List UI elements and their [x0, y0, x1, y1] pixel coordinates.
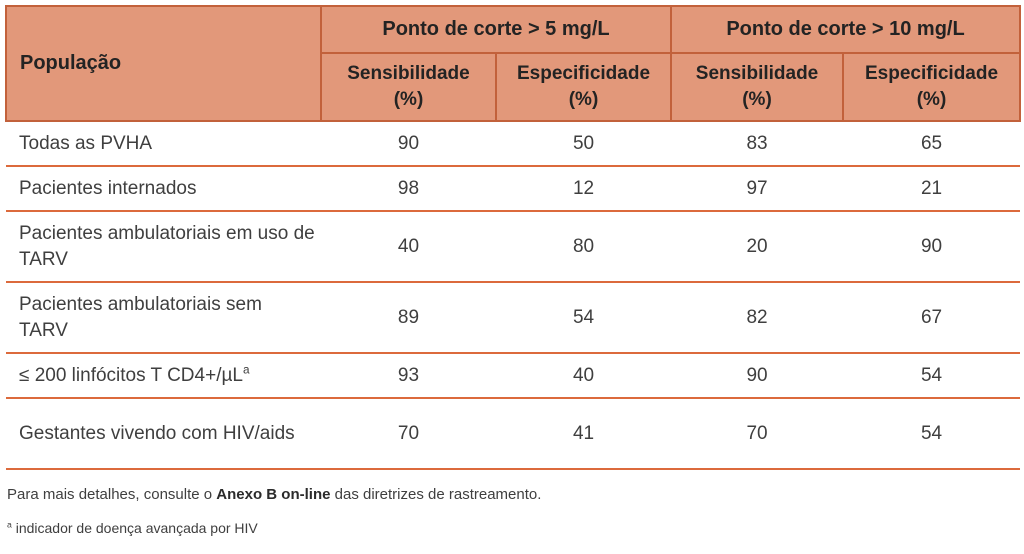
header-line: (%)	[393, 89, 424, 110]
header-line: (%)	[916, 89, 947, 110]
column-header-sensitivity-10: Sensibilidade (%)	[670, 52, 845, 122]
details-note-suffix: das diretrizes de rastreamento.	[330, 486, 542, 503]
value-cell: 54	[843, 398, 1021, 470]
value-cell: 82	[671, 282, 844, 354]
population-cell: ≤ 200 linfócitos T CD4+/µLa	[6, 353, 321, 399]
header-line: Sensibilidade	[695, 63, 819, 85]
footnote-marker: a	[7, 519, 12, 530]
population-text: ≤ 200 linfócitos T CD4+/µL	[19, 364, 243, 386]
header-line: (%)	[568, 89, 599, 110]
details-note-prefix: Para mais detalhes, consulte o	[7, 486, 217, 503]
value-cell: 98	[321, 166, 496, 212]
group-header-cutoff-10: Ponto de corte > 10 mg/L	[670, 5, 1022, 54]
details-note-bold: Anexo B on-line	[216, 486, 331, 503]
details-note: Para mais detalhes, consulte o Anexo B o…	[7, 486, 1019, 503]
value-cell: 12	[496, 166, 672, 212]
value-cell: 97	[671, 166, 844, 212]
header-line: Sensibilidade	[347, 63, 470, 85]
value-cell: 67	[843, 282, 1021, 354]
population-cell: Todas as PVHA	[6, 121, 321, 167]
table-row: Todas as PVHA 90 50 83 65	[6, 121, 1021, 167]
value-cell: 65	[843, 121, 1021, 167]
group-header-cutoff-5: Ponto de corte > 5 mg/L	[319, 5, 673, 54]
value-cell: 93	[321, 353, 496, 399]
population-cell: Pacientes ambulatoriais em uso de TARV	[6, 211, 321, 283]
value-cell: 54	[843, 353, 1021, 399]
value-cell: 40	[496, 353, 672, 399]
column-header-sensitivity-5: Sensibilidade (%)	[320, 52, 497, 122]
table-row: Pacientes ambulatoriais sem TARV 89 54 8…	[6, 282, 1021, 354]
table-row: Pacientes internados 98 12 97 21	[6, 166, 1021, 212]
table-row: Gestantes vivendo com HIV/aids 70 41 70 …	[6, 398, 1021, 470]
table-header: População Ponto de corte > 5 mg/L Ponto …	[5, 5, 1022, 122]
footnote-text: indicador de doença avançada por HIV	[15, 520, 258, 536]
sensitivity-specificity-table: População Ponto de corte > 5 mg/L Ponto …	[5, 5, 1022, 470]
value-cell: 90	[843, 211, 1021, 283]
population-cell: Gestantes vivendo com HIV/aids	[6, 398, 321, 470]
value-cell: 90	[671, 353, 844, 399]
value-cell: 54	[496, 282, 672, 354]
footnote-marker-ref: a	[242, 363, 250, 377]
header-line: (%)	[742, 89, 772, 110]
population-cell: Pacientes internados	[6, 166, 321, 212]
value-cell: 89	[321, 282, 496, 354]
value-cell: 70	[671, 398, 844, 470]
value-cell: 20	[671, 211, 844, 283]
column-header-specificity-10: Especificidade (%)	[842, 52, 1022, 122]
table-row: ≤ 200 linfócitos T CD4+/µLa 93 40 90 54	[6, 353, 1021, 399]
table-row: Pacientes ambulatoriais em uso de TARV 4…	[6, 211, 1021, 283]
population-cell: Pacientes ambulatoriais sem TARV	[6, 282, 321, 354]
value-cell: 80	[496, 211, 672, 283]
table-body: Todas as PVHA 90 50 83 65 Pacientes inte…	[6, 121, 1021, 470]
header-line: Especificidade	[864, 63, 999, 85]
value-cell: 50	[496, 121, 672, 167]
value-cell: 41	[496, 398, 672, 470]
footnote: a indicador de doença avançada por HIV	[7, 520, 1019, 536]
value-cell: 70	[321, 398, 496, 470]
value-cell: 40	[321, 211, 496, 283]
column-header-population: População	[5, 5, 322, 122]
column-header-specificity-5: Especificidade (%)	[494, 52, 673, 122]
value-cell: 83	[671, 121, 844, 167]
header-line: Especificidade	[516, 63, 651, 85]
value-cell: 90	[321, 121, 496, 167]
value-cell: 21	[843, 166, 1021, 212]
